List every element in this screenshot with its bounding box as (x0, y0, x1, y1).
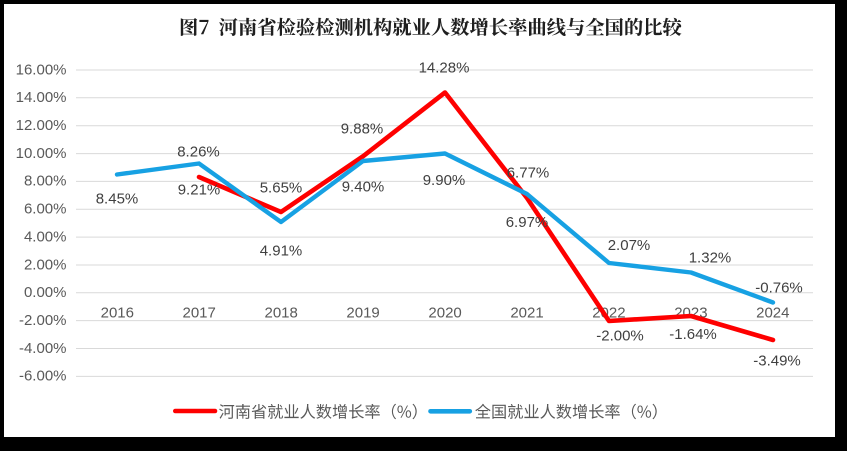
svg-text:-4.00%: -4.00% (19, 340, 67, 357)
svg-text:2017: 2017 (183, 305, 216, 322)
svg-text:2021: 2021 (510, 305, 543, 322)
svg-text:6.77%: 6.77% (507, 164, 550, 181)
svg-text:9.90%: 9.90% (423, 172, 466, 189)
svg-text:-6.00%: -6.00% (19, 368, 67, 385)
svg-text:6.97%: 6.97% (506, 214, 549, 231)
svg-text:9.21%: 9.21% (178, 181, 221, 198)
svg-text:8.45%: 8.45% (96, 190, 139, 207)
svg-text:12.00%: 12.00% (16, 117, 67, 134)
svg-text:-2.00%: -2.00% (596, 327, 644, 344)
svg-text:2016: 2016 (101, 305, 134, 322)
svg-text:2020: 2020 (428, 305, 461, 322)
svg-text:9.88%: 9.88% (341, 120, 384, 137)
svg-text:8.26%: 8.26% (177, 143, 220, 160)
svg-text:4.00%: 4.00% (24, 228, 67, 245)
svg-text:14.28%: 14.28% (419, 60, 470, 77)
svg-text:2024: 2024 (756, 305, 789, 322)
svg-text:4.91%: 4.91% (260, 242, 303, 259)
svg-text:8.00%: 8.00% (24, 173, 67, 190)
svg-text:14.00%: 14.00% (16, 89, 67, 106)
svg-text:2019: 2019 (346, 305, 379, 322)
svg-text:-3.49%: -3.49% (753, 352, 801, 369)
svg-text:6.00%: 6.00% (24, 201, 67, 218)
svg-text:-1.64%: -1.64% (669, 326, 717, 343)
svg-text:2018: 2018 (265, 305, 298, 322)
svg-text:9.40%: 9.40% (342, 178, 385, 195)
svg-text:16.00%: 16.00% (16, 61, 67, 78)
svg-text:2.00%: 2.00% (24, 256, 67, 273)
svg-text:10.00%: 10.00% (16, 145, 67, 162)
svg-text:2.07%: 2.07% (608, 237, 651, 254)
svg-text:-2.00%: -2.00% (19, 312, 67, 329)
svg-text:0.00%: 0.00% (24, 284, 67, 301)
svg-text:1.32%: 1.32% (689, 249, 732, 266)
svg-text:-0.76%: -0.76% (755, 279, 803, 296)
svg-text:5.65%: 5.65% (260, 179, 303, 196)
